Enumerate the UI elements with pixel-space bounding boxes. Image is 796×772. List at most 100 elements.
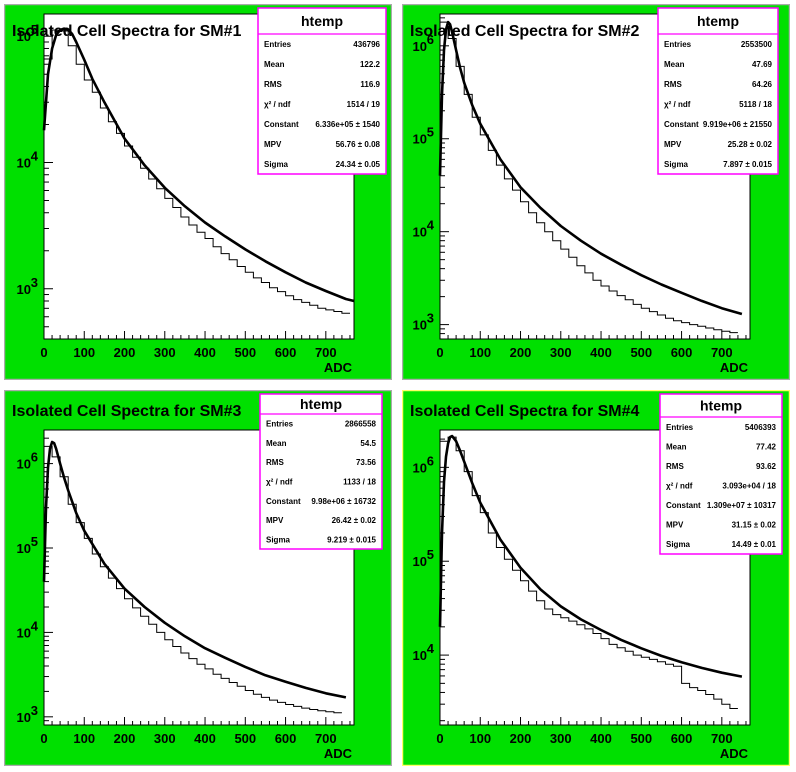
y-tick-exponent: 5 — [31, 534, 38, 549]
stats-box — [657, 7, 779, 175]
stats-row-label: Constant — [266, 497, 301, 506]
x-axis-label: ADC — [324, 360, 353, 375]
x-tick-label: 100 — [73, 345, 95, 360]
y-tick-exponent: 4 — [427, 641, 435, 656]
x-tick-label: 700 — [711, 345, 733, 360]
stats-row-label: χ² / ndf — [664, 100, 691, 109]
x-tick-label: 200 — [114, 345, 136, 360]
x-tick-label: 0 — [40, 731, 47, 746]
x-tick-label: 0 — [436, 731, 443, 746]
pad-sm3[interactable]: 0 100 200 300 400 500 600 700 ADC 10 3 10 4 10 5 10 6 Iso… — [4, 390, 392, 766]
stats-row-label: Constant — [666, 501, 701, 510]
chart-title: Isolated Cell Spectra for SM#4 — [410, 403, 640, 420]
x-tick-label: 700 — [315, 731, 337, 746]
stats-row-value: 9.919e+06 ± 21550 — [703, 120, 773, 129]
y-tick-exponent: 4 — [427, 218, 435, 233]
chart-title: Isolated Cell Spectra for SM#1 — [12, 23, 242, 40]
stats-title: htemp — [700, 398, 742, 414]
x-tick-label: 700 — [711, 731, 733, 746]
y-tick-exponent: 5 — [31, 22, 38, 37]
x-tick-label: 700 — [315, 345, 337, 360]
stats-row-value: 25.28 ± 0.02 — [728, 140, 773, 149]
y-tick-exponent: 3 — [427, 311, 434, 326]
stats-title: htemp — [301, 13, 343, 29]
stats-row-value: 31.15 ± 0.02 — [732, 521, 777, 530]
stats-row-value: 24.34 ± 0.05 — [336, 160, 381, 169]
stats-row-value: 77.42 — [756, 442, 777, 451]
fit-curve — [438, 434, 743, 678]
stats-row-label: χ² / ndf — [264, 100, 291, 109]
stats-row-label: RMS — [664, 80, 682, 89]
fit-curve — [438, 20, 743, 316]
y-tick-label: 10 — [17, 29, 31, 44]
stats-box — [259, 393, 383, 550]
stats-row-value: 122.2 — [360, 60, 381, 69]
stats-row-label: Mean — [666, 442, 687, 451]
stats-row-label: χ² / ndf — [666, 482, 693, 491]
stats-row-label: Entries — [264, 40, 292, 49]
x-tick-label: 500 — [630, 345, 652, 360]
y-tick-label: 10 — [17, 625, 31, 640]
x-tick-label: 600 — [275, 731, 297, 746]
x-tick-label: 100 — [73, 731, 95, 746]
y-tick-exponent: 3 — [31, 703, 38, 718]
y-tick-label: 10 — [17, 710, 31, 725]
stats-title: htemp — [697, 13, 739, 29]
fit-curve — [42, 27, 355, 303]
x-tick-label: 400 — [194, 345, 216, 360]
pad-sm2[interactable]: 0 100 200 300 400 500 600 700 ADC 10 3 10 4 10 5 10 6 Iso… — [402, 4, 790, 380]
stats-box — [659, 393, 783, 555]
chart-title: Isolated Cell Spectra for SM#2 — [410, 23, 640, 40]
stats-row-value: 436796 — [353, 40, 380, 49]
x-tick-label: 200 — [510, 345, 532, 360]
stats-row-value: 9.98e+06 ± 16732 — [311, 497, 376, 506]
x-tick-label: 400 — [590, 731, 612, 746]
pad-sm1[interactable]: 0 100 200 300 400 500 600 700 ADC 10 3 10 4 10 5 Isolat… — [4, 4, 392, 380]
x-tick-label: 300 — [154, 731, 176, 746]
histogram — [43, 29, 350, 339]
y-tick-exponent: 6 — [427, 453, 434, 468]
stats-row-value: 56.76 ± 0.08 — [336, 140, 381, 149]
stats-row-label: Sigma — [266, 535, 291, 544]
x-tick-label: 300 — [550, 345, 572, 360]
stats-row-label: Mean — [264, 60, 285, 69]
y-tick-label: 10 — [413, 318, 427, 333]
stats-row-value: 9.219 ± 0.015 — [327, 535, 376, 544]
y-tick-label: 10 — [17, 541, 31, 556]
stats-row-value: 1514 / 19 — [347, 100, 381, 109]
y-tick-label: 10 — [413, 39, 427, 54]
x-tick-label: 200 — [114, 731, 136, 746]
y-tick-label: 10 — [413, 648, 427, 663]
fit-curve — [42, 440, 347, 699]
x-tick-label: 500 — [630, 731, 652, 746]
stats-row-label: MPV — [264, 140, 282, 149]
x-tick-label: 600 — [671, 731, 693, 746]
y-tick-exponent: 5 — [427, 547, 434, 562]
stats-row-value: 64.26 — [752, 80, 773, 89]
x-tick-label: 400 — [590, 345, 612, 360]
stats-row-value: 5118 / 18 — [739, 100, 772, 109]
stats-row-value: 1.309e+07 ± 10317 — [707, 501, 777, 510]
stats-row-label: Sigma — [666, 540, 691, 549]
x-tick-label: 400 — [194, 731, 216, 746]
stats-row-label: RMS — [666, 462, 684, 471]
x-axis-label: ADC — [720, 360, 749, 375]
y-tick-exponent: 5 — [427, 125, 434, 140]
stats-row-value: 116.9 — [360, 80, 380, 89]
x-tick-label: 600 — [275, 345, 297, 360]
x-tick-label: 300 — [550, 731, 572, 746]
stats-row-label: χ² / ndf — [266, 478, 293, 487]
stats-row-value: 3.093e+04 / 18 — [722, 482, 776, 491]
stats-row-value: 26.42 ± 0.02 — [332, 516, 377, 525]
x-tick-label: 500 — [234, 731, 256, 746]
stats-row-label: MPV — [266, 516, 284, 525]
pad-sm4[interactable]: 0 100 200 300 400 500 600 700 ADC 10 4 10 5 10 6 Isolat… — [402, 390, 790, 766]
x-axis-label: ADC — [324, 746, 353, 761]
y-tick-label: 10 — [413, 132, 427, 147]
x-tick-label: 0 — [40, 345, 47, 360]
y-tick-label: 10 — [413, 460, 427, 475]
